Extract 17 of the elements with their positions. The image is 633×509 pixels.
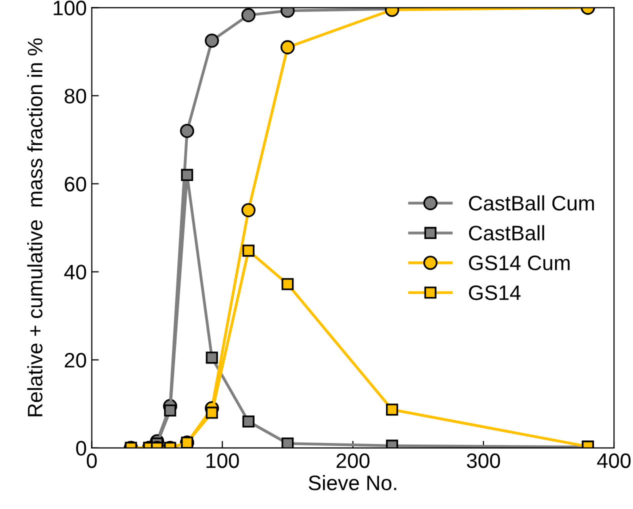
legend-label: GS14 xyxy=(468,285,521,300)
y-tick-label: 20 xyxy=(64,352,86,368)
x-tick-label: 300 xyxy=(466,453,500,468)
y-tick-label: 100 xyxy=(54,0,86,16)
x-tick-label: 400 xyxy=(597,453,631,468)
y-tick-label: 80 xyxy=(64,88,86,104)
y-tick-label: 60 xyxy=(64,176,86,192)
y-tick-label: 40 xyxy=(64,264,86,280)
x-tick-label: 0 xyxy=(86,453,97,468)
y-axis-title: Relative + cumulative mass fraction in % xyxy=(27,38,42,416)
x-axis-title: Sieve No. xyxy=(308,474,396,490)
x-tick-label: 100 xyxy=(206,453,239,468)
y-tick-label: 0 xyxy=(76,440,86,456)
legend-label: GS14 Cum xyxy=(468,256,570,270)
legend-label: CastBall xyxy=(468,225,544,240)
x-tick-label: 200 xyxy=(336,453,370,468)
legend-label: CastBall Cum xyxy=(468,195,594,211)
